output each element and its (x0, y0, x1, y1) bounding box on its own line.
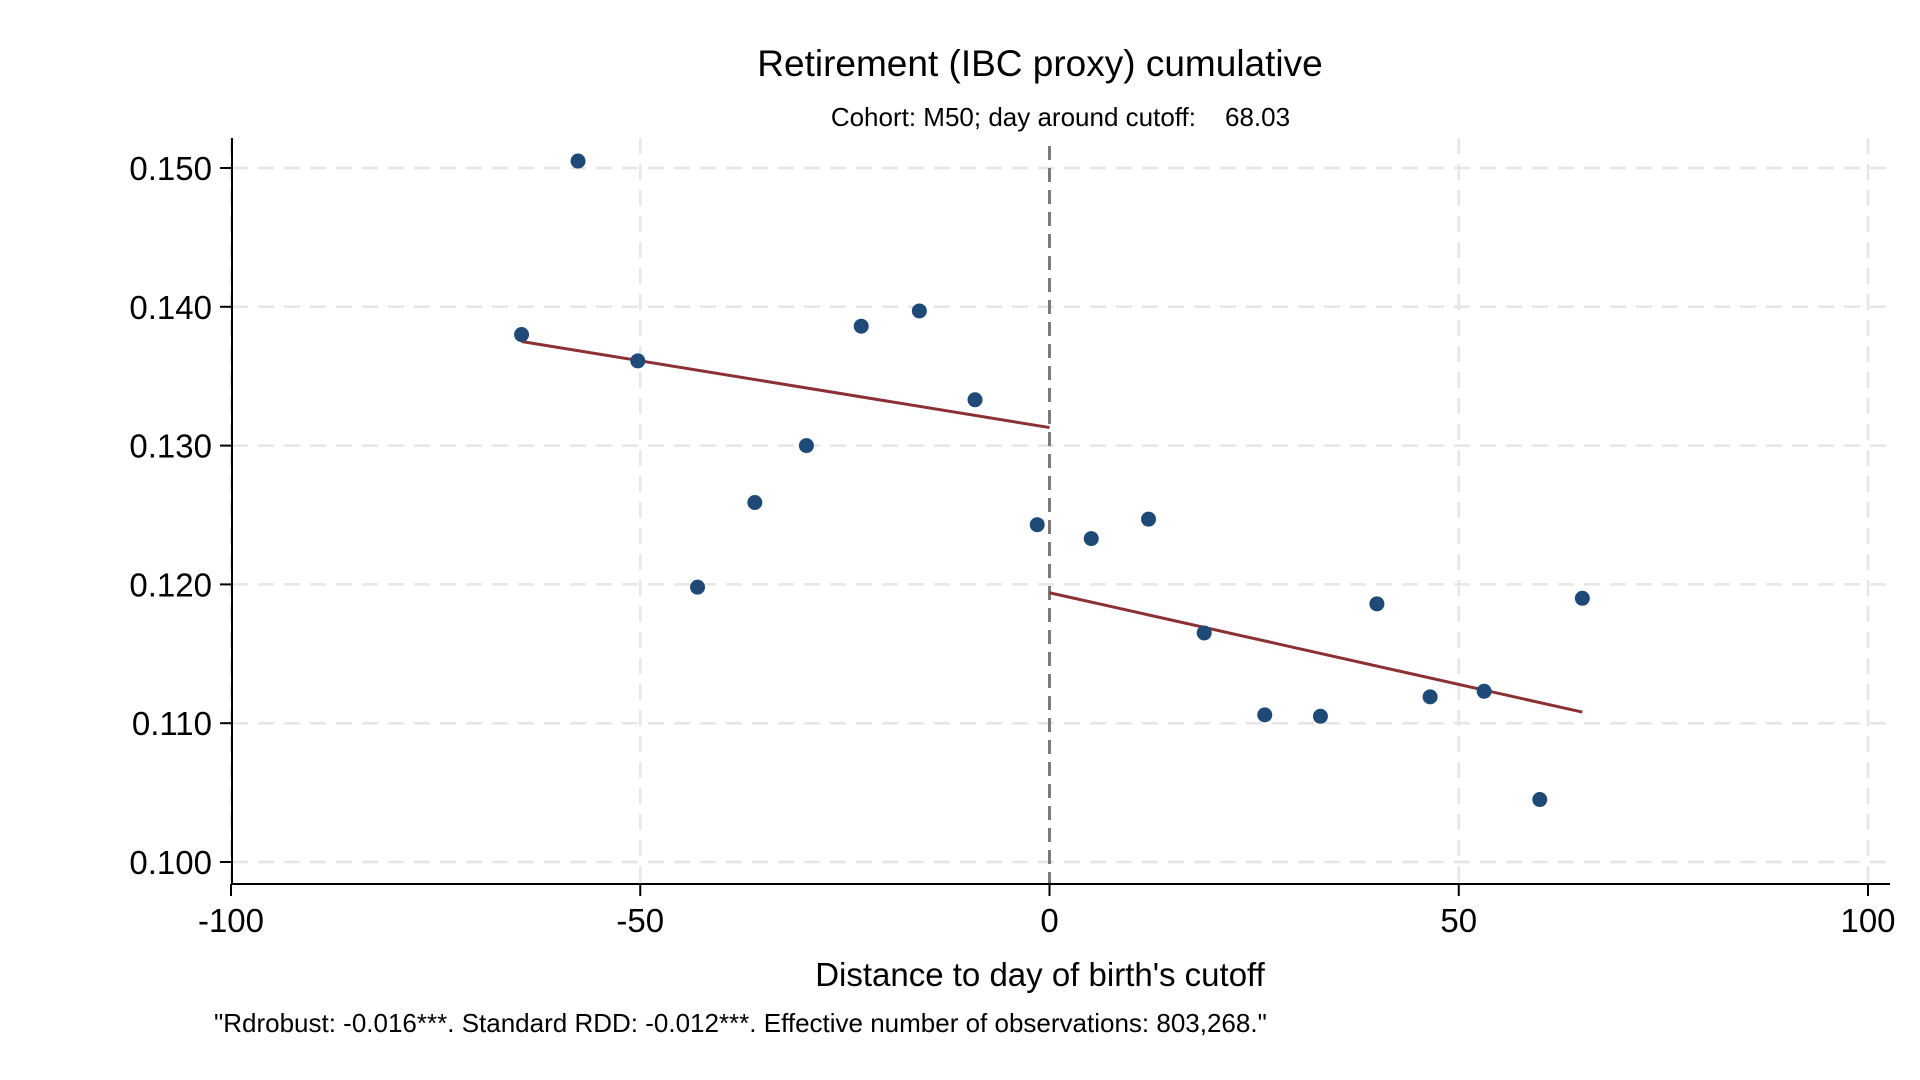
data-point (1532, 792, 1548, 808)
chart-subtitle-value: 68.03 (1225, 102, 1290, 132)
data-point (514, 327, 530, 343)
data-point (1257, 707, 1273, 723)
data-point (1422, 689, 1438, 705)
chart-title: Retirement (IBC proxy) cumulative (757, 43, 1322, 84)
y-tick-label: 0.100 (129, 844, 212, 881)
data-point (853, 318, 869, 334)
data-point (747, 495, 763, 511)
y-tick-label: 0.150 (129, 150, 212, 187)
x-tick-label: -50 (616, 902, 664, 939)
y-tick-label: 0.140 (129, 289, 212, 326)
data-point (1369, 596, 1385, 612)
chart-note: "Rdrobust: -0.016***. Standard RDD: -0.0… (214, 1008, 1267, 1038)
data-point (630, 353, 646, 369)
axes: 0.100 0.110 0.120 0.130 0.140 0.150 -100 -50 0 50… (129, 138, 1896, 939)
x-tick-label: -100 (198, 902, 264, 939)
y-tick-label: 0.130 (129, 428, 212, 465)
x-axis-label: Distance to day of birth's cutoff (815, 956, 1265, 993)
fit-line (1049, 591, 1583, 714)
y-tick-label: 0.120 (129, 566, 212, 603)
data-point (690, 579, 706, 595)
data-points (514, 153, 1590, 808)
data-point (1141, 511, 1157, 527)
data-point (1476, 683, 1492, 699)
data-point (1574, 590, 1590, 606)
data-point (1196, 625, 1212, 641)
data-point (1029, 517, 1045, 533)
chart-subtitle-label: Cohort: M50; day around cutoff: (831, 102, 1196, 132)
x-tick-label: 100 (1840, 902, 1895, 939)
data-point (967, 392, 983, 408)
data-point (798, 438, 814, 454)
fit-lines (521, 340, 1583, 714)
data-point (911, 303, 927, 319)
data-point (1083, 531, 1099, 547)
data-point (570, 153, 586, 169)
data-point (1312, 708, 1328, 724)
x-tick-label: 0 (1040, 902, 1058, 939)
fit-line (521, 340, 1050, 430)
y-tick-label: 0.110 (132, 705, 212, 742)
x-tick-label: 50 (1440, 902, 1477, 939)
